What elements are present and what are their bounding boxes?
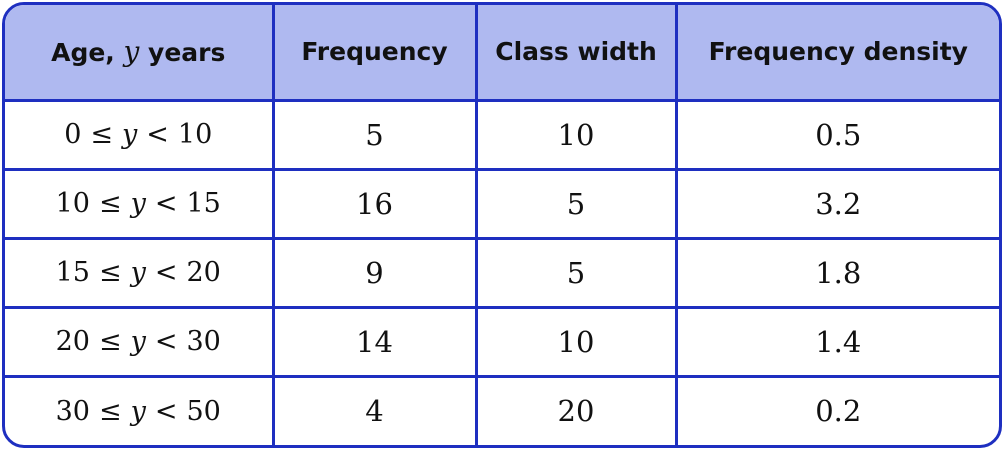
range-le-sign: ≤ [98, 257, 122, 288]
age-range-cell: 15 ≤ y <20 [5, 236, 275, 309]
age-range-cell: 0 ≤ y <10 [5, 98, 275, 171]
range-le-sign: ≤ [98, 326, 122, 357]
range-lower: 20 [55, 326, 90, 357]
range-lower: 30 [55, 395, 90, 427]
table-row: 15 ≤ y <20 9 5 1.8 [5, 236, 999, 309]
age-range-cell: 20 ≤ y <30 [5, 305, 275, 378]
frequency-cell: 16 [271, 167, 478, 240]
range-variable: y [130, 188, 146, 219]
class-width-cell: 5 [474, 236, 678, 309]
frequency-density-cell: 3.2 [674, 167, 999, 240]
range-lt-sign: < [154, 188, 178, 219]
frequency-density-cell: 1.4 [674, 305, 999, 378]
range-lower: 0 [64, 119, 82, 150]
frequency-cell: 14 [271, 305, 478, 378]
frequency-cell: 4 [271, 374, 478, 445]
table-row: 0 ≤ y <10 5 10 0.5 [5, 98, 999, 171]
header-frequency: Frequency [271, 5, 478, 102]
header-row: Age, y years Frequency Class width Frequ… [5, 5, 999, 102]
range-variable: y [122, 119, 138, 150]
range-lower: 10 [55, 188, 90, 219]
class-width-cell: 5 [474, 167, 678, 240]
range-le-sign: ≤ [98, 395, 122, 427]
range-lt-sign: < [154, 326, 178, 357]
age-range-cell: 30 ≤ y <50 [5, 374, 275, 445]
range-lt-sign: < [146, 119, 169, 150]
range-variable: y [130, 326, 146, 357]
header-class-width: Class width [474, 5, 678, 102]
range-lt-sign: < [154, 257, 178, 288]
header-age-suffix: years [139, 38, 226, 68]
range-upper: 50 [186, 395, 221, 427]
range-variable: y [130, 257, 146, 288]
frequency-density-cell: 0.2 [674, 374, 999, 445]
range-variable: y [130, 395, 146, 427]
range-le-sign: ≤ [90, 119, 114, 150]
table-row: 10 ≤ y <15 16 5 3.2 [5, 167, 999, 240]
frequency-cell: 9 [271, 236, 478, 309]
header-age: Age, y years [5, 5, 275, 102]
header-age-prefix: Age, [51, 38, 124, 68]
header-frequency-density: Frequency density [674, 5, 999, 102]
age-range-cell: 10 ≤ y <15 [5, 167, 275, 240]
frequency-cell: 5 [271, 98, 478, 171]
range-upper: 30 [186, 326, 221, 357]
frequency-density-cell: 0.5 [674, 98, 999, 171]
range-le-sign: ≤ [98, 188, 122, 219]
range-upper: 10 [177, 119, 213, 150]
class-width-cell: 10 [474, 305, 678, 378]
class-width-cell: 20 [474, 374, 678, 445]
table-row: 20 ≤ y <30 14 10 1.4 [5, 305, 999, 378]
range-lower: 15 [55, 257, 90, 288]
range-lt-sign: < [154, 395, 178, 427]
range-upper: 20 [186, 257, 221, 288]
class-width-cell: 10 [474, 98, 678, 171]
range-upper: 15 [186, 188, 221, 219]
frequency-density-table: Age, y years Frequency Class width Frequ… [5, 5, 999, 445]
table-row: 30 ≤ y <50 4 20 0.2 [5, 374, 999, 445]
header-age-variable: y [123, 35, 140, 69]
frequency-density-cell: 1.8 [674, 236, 999, 309]
